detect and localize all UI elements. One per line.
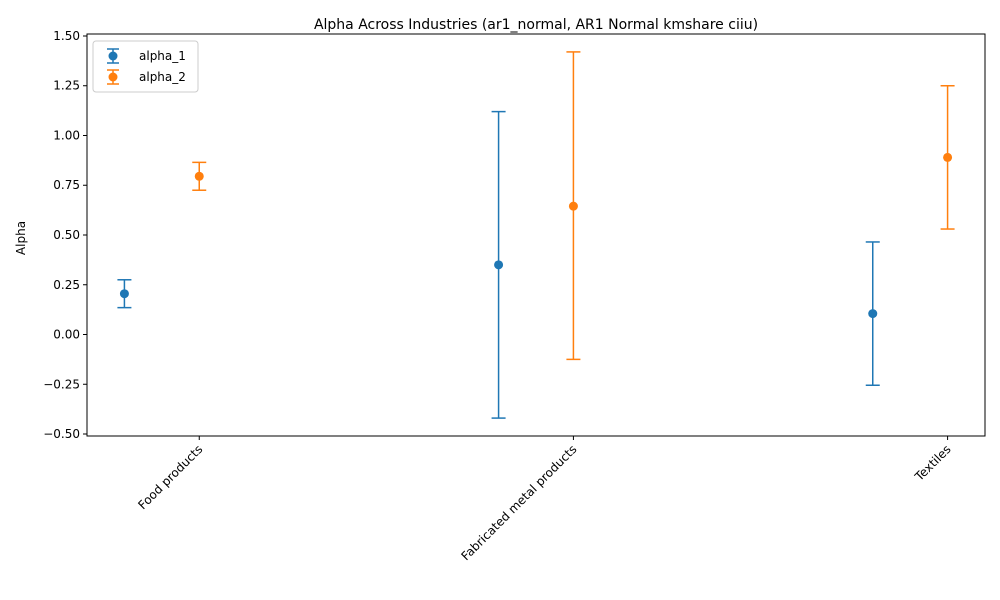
y-tick-label: 0.50 [53,228,80,242]
chart-title: Alpha Across Industries (ar1_normal, AR1… [314,17,758,33]
series-alpha_1 [117,110,880,419]
data-point [494,260,504,270]
y-tick-label: 1.50 [53,29,80,43]
data-point [568,201,578,211]
y-tick-label: −0.50 [43,427,80,441]
legend-entry-alpha_2: alpha_2 [107,69,186,85]
legend-label: alpha_1 [139,49,186,63]
y-axis-label: Alpha [14,221,28,255]
data-point [943,152,953,162]
y-tick-label: 0.25 [53,278,80,292]
data-point [868,309,878,319]
y-tick-label: 0.75 [53,178,80,192]
y-tick-label: 1.00 [53,128,80,142]
data-point [194,171,204,181]
y-tick-label: 1.25 [53,79,80,93]
y-tick-label: 0.00 [53,328,80,342]
legend-entry-alpha_1: alpha_1 [107,48,186,64]
y-tick-label: −0.25 [43,377,80,391]
plot-frame [86,33,986,437]
legend-box [92,40,199,93]
legend: alpha_1 alpha_2 [92,40,199,93]
y-axis-ticks: −0.50 −0.25 0.00 0.25 0.50 0.75 1.00 1.25 1.50 [43,29,87,441]
legend-label: alpha_2 [139,70,186,84]
data-point [119,289,129,299]
legend-marker-icon [108,72,118,82]
series-layer [117,51,955,419]
legend-marker-icon [108,51,118,61]
series-alpha_2 [192,51,955,361]
